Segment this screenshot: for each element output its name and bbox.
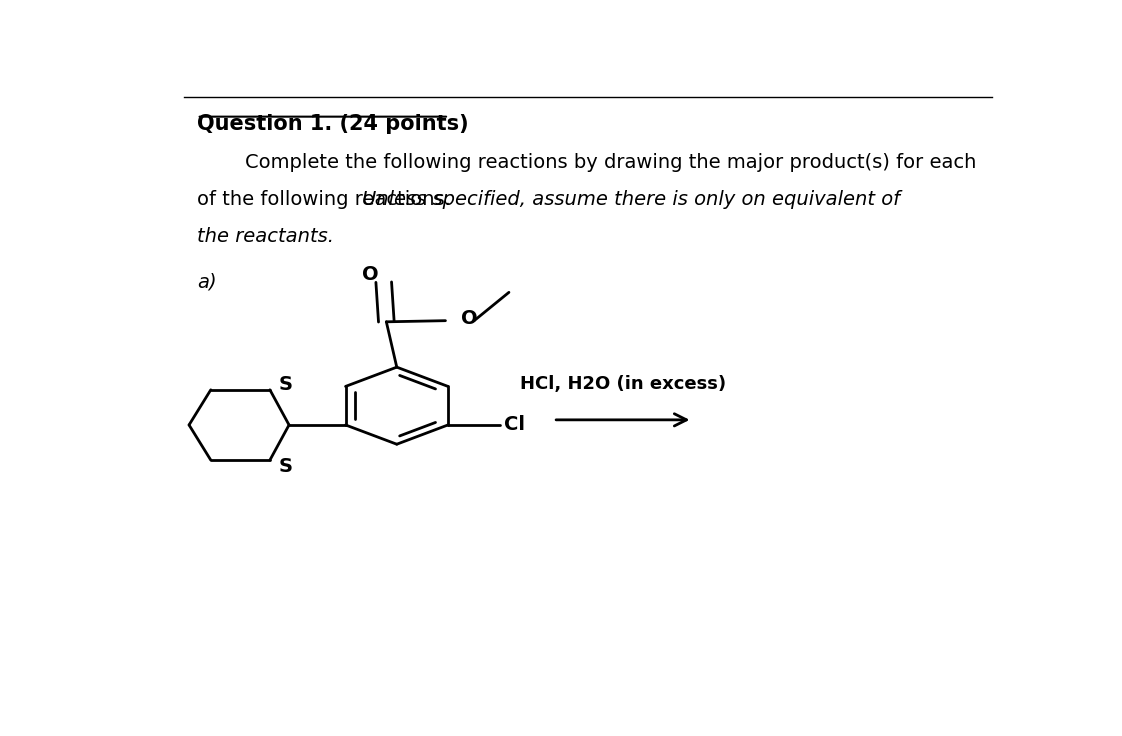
Text: the reactants.: the reactants. — [196, 227, 333, 246]
Text: Unless specified, assume there is only on equivalent of: Unless specified, assume there is only o… — [362, 191, 900, 209]
Text: S: S — [278, 457, 293, 476]
Text: Question 1. (24 points): Question 1. (24 points) — [196, 114, 468, 134]
Text: Complete the following reactions by drawing the major product(s) for each: Complete the following reactions by draw… — [245, 154, 976, 172]
Text: of the following reactions.: of the following reactions. — [196, 191, 457, 209]
Text: S: S — [278, 375, 293, 394]
Text: Cl: Cl — [505, 415, 525, 434]
Text: O: O — [461, 309, 478, 328]
Text: O: O — [362, 265, 379, 283]
Text: HCl, H2O (in excess): HCl, H2O (in excess) — [519, 375, 726, 392]
Text: a): a) — [196, 272, 217, 291]
